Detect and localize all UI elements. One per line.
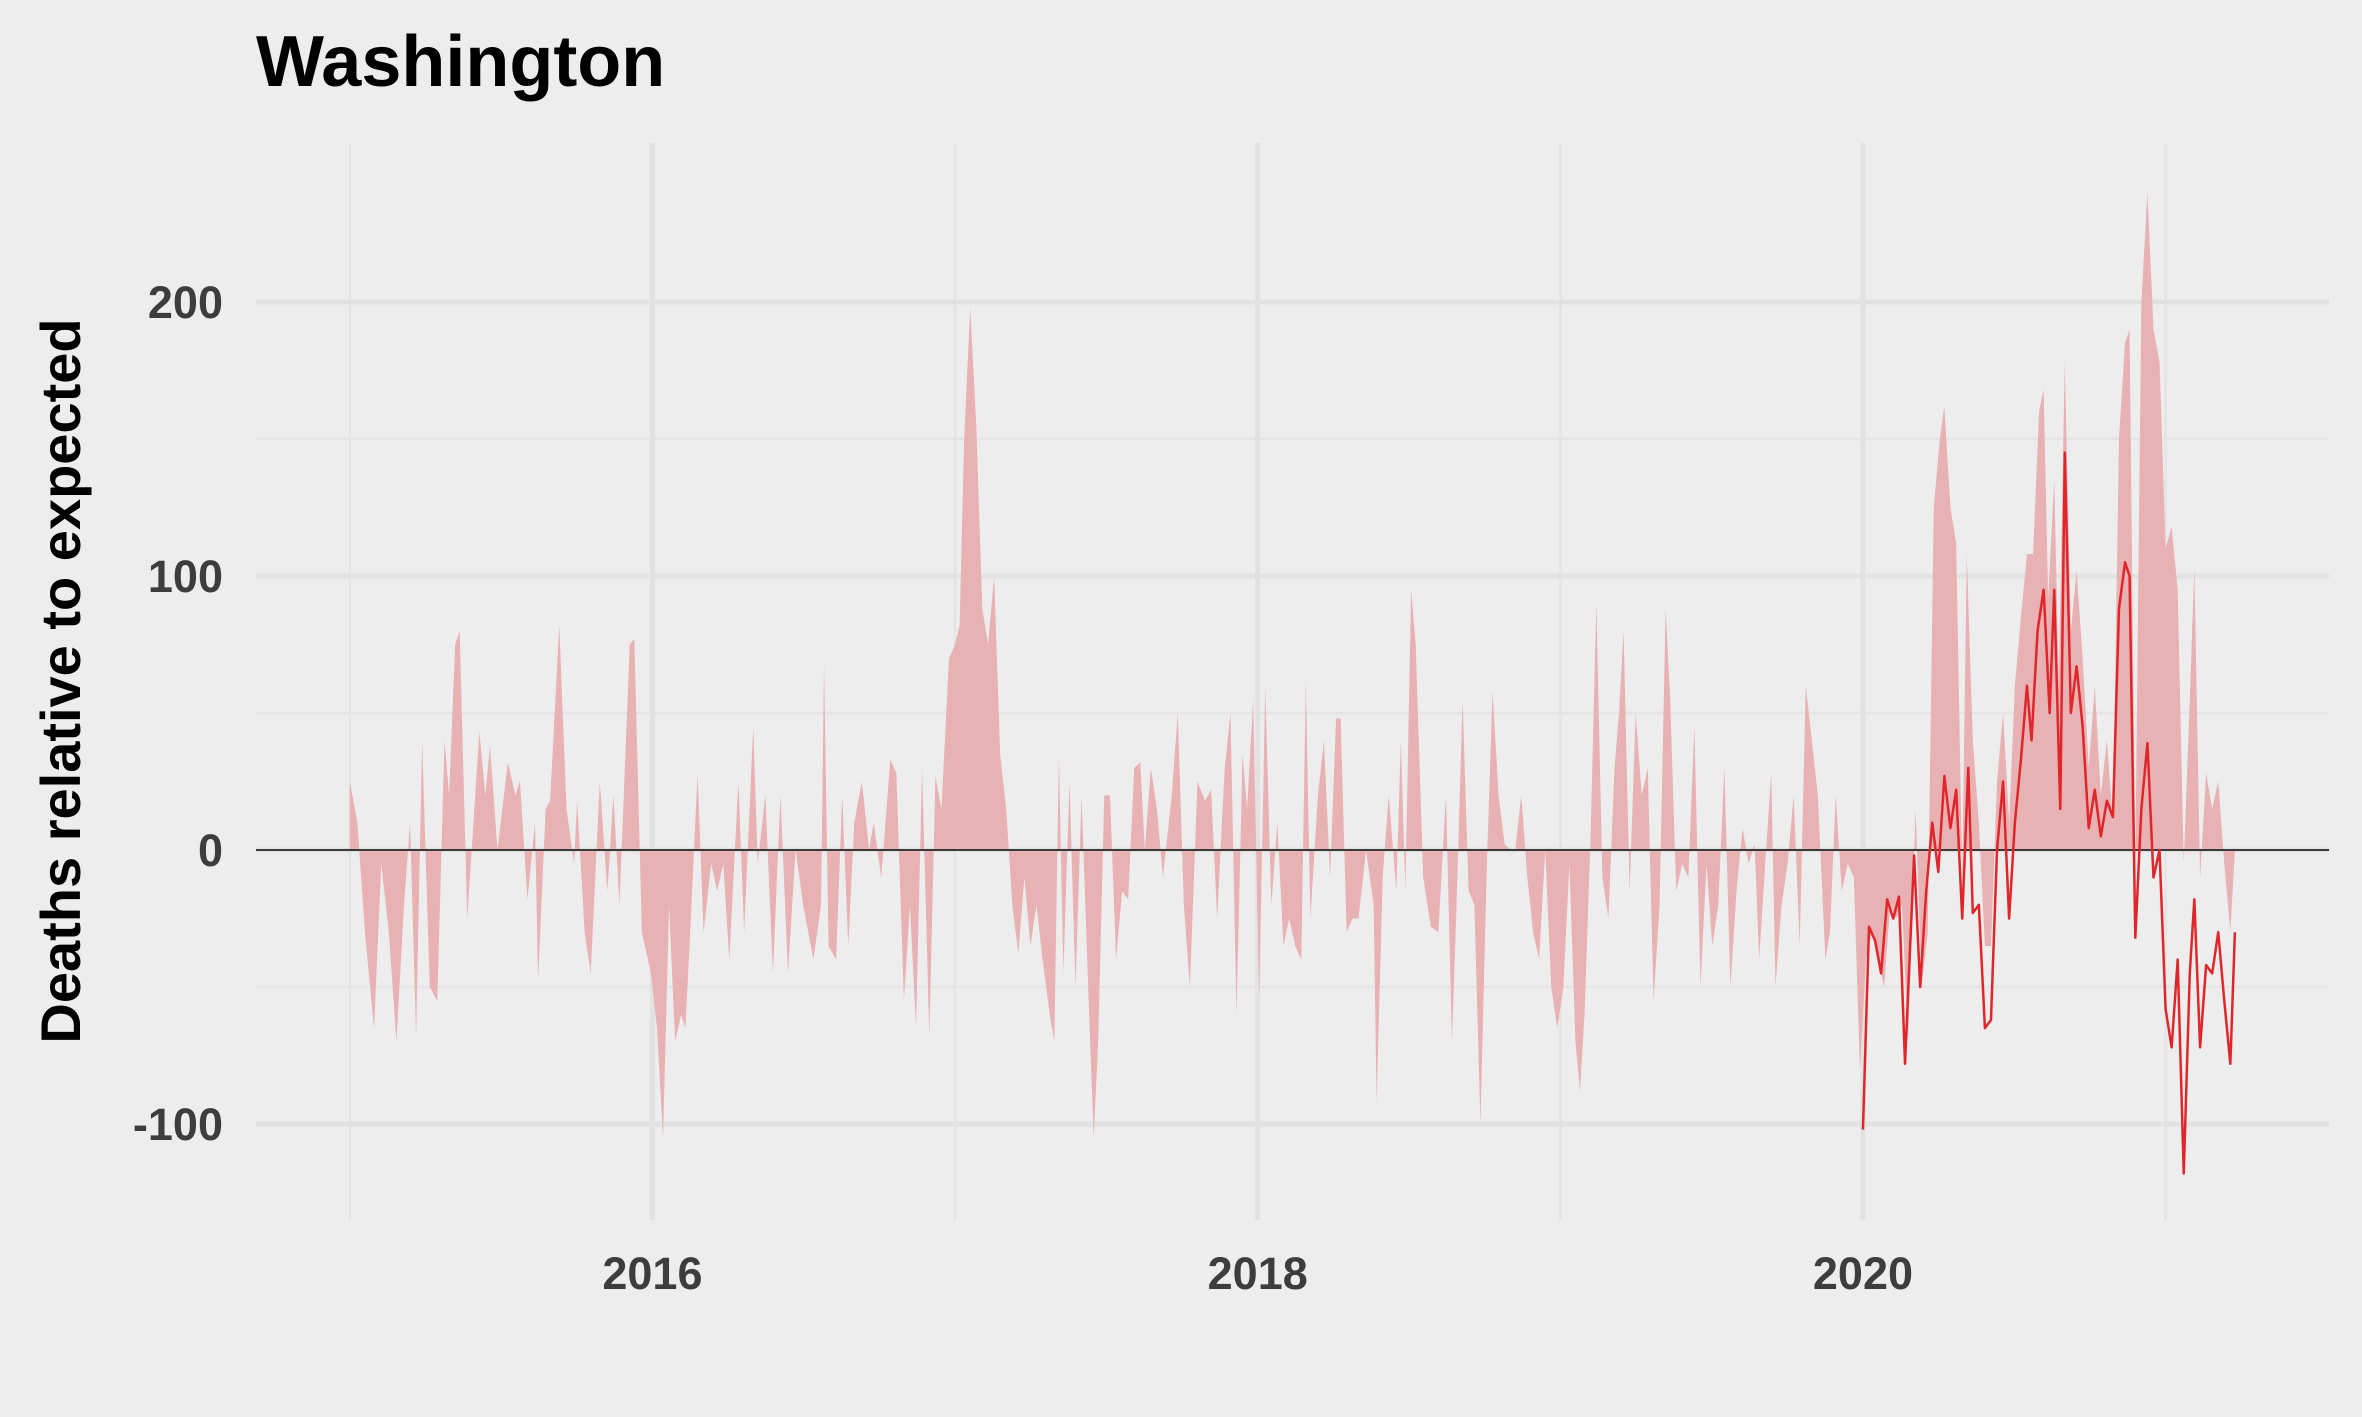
y-tick-label: 200 — [148, 277, 223, 328]
y-tick-label: 0 — [198, 825, 223, 876]
y-tick-label: 100 — [148, 551, 223, 602]
y-axis-label: Deaths relative to expected — [29, 318, 92, 1043]
x-tick-label: 2020 — [1813, 1248, 1913, 1299]
chart-title: Washington — [256, 22, 665, 102]
x-tick-label: 2016 — [602, 1248, 702, 1299]
y-tick-label: -100 — [133, 1099, 223, 1150]
line — [1861, 451, 2237, 1175]
x-tick-label: 2018 — [1208, 1248, 1308, 1299]
